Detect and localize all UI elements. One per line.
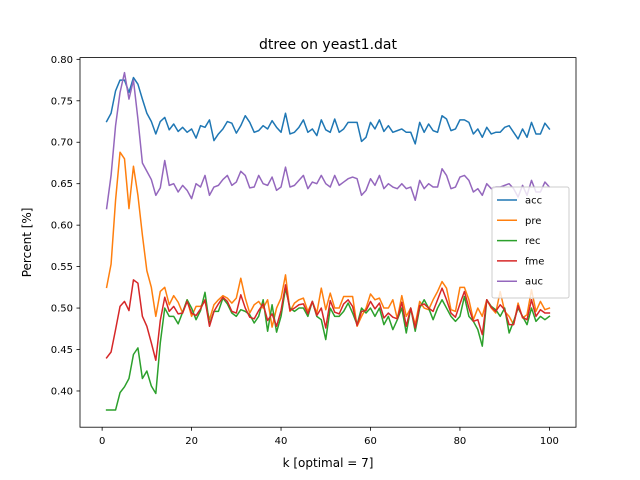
y-tick-label: 0.75	[51, 96, 73, 107]
legend-label-rec: rec	[525, 236, 541, 247]
y-tick-label: 0.45	[51, 345, 73, 356]
x-tick-label: 20	[185, 436, 198, 447]
y-axis-label: Percent [%]	[20, 208, 34, 278]
series-line-rec	[105, 287, 551, 411]
x-tick-label: 40	[275, 436, 288, 447]
x-tick-label: 0	[99, 436, 105, 447]
x-axis-ticks: 0 20 40 60 80 100	[99, 427, 559, 447]
legend-label-auc: auc	[525, 277, 543, 288]
series-line-acc	[105, 76, 551, 145]
y-tick-label: 0.55	[51, 262, 73, 273]
x-tick-label: 80	[454, 436, 467, 447]
legend-label-fme: fme	[525, 256, 544, 267]
y-tick-label: 0.60	[51, 221, 73, 232]
x-tick-label: 100	[540, 436, 559, 447]
series-line-fme	[105, 279, 551, 362]
legend-label-pre: pre	[525, 216, 541, 227]
series-line-auc	[105, 71, 551, 210]
x-axis-label: k [optimal = 7]	[283, 456, 374, 470]
y-tick-label: 0.80	[51, 55, 73, 66]
legend: acc pre rec fme auc	[491, 186, 570, 299]
legend-label-acc: acc	[525, 196, 542, 207]
y-tick-label: 0.40	[51, 386, 73, 397]
y-tick-label: 0.50	[51, 304, 73, 315]
axes-frame	[79, 57, 577, 428]
y-axis-ticks: 0.40 0.45 0.50 0.55 0.60 0.65 0.70 0.75 0.80	[51, 55, 80, 397]
x-tick-label: 60	[364, 436, 377, 447]
legend-frame	[491, 186, 570, 299]
series-layer	[105, 71, 551, 411]
y-tick-label: 0.65	[51, 179, 73, 190]
series-line-pre	[105, 151, 551, 328]
y-tick-label: 0.70	[51, 138, 73, 149]
chart-title: dtree on yeast1.dat	[259, 37, 397, 53]
